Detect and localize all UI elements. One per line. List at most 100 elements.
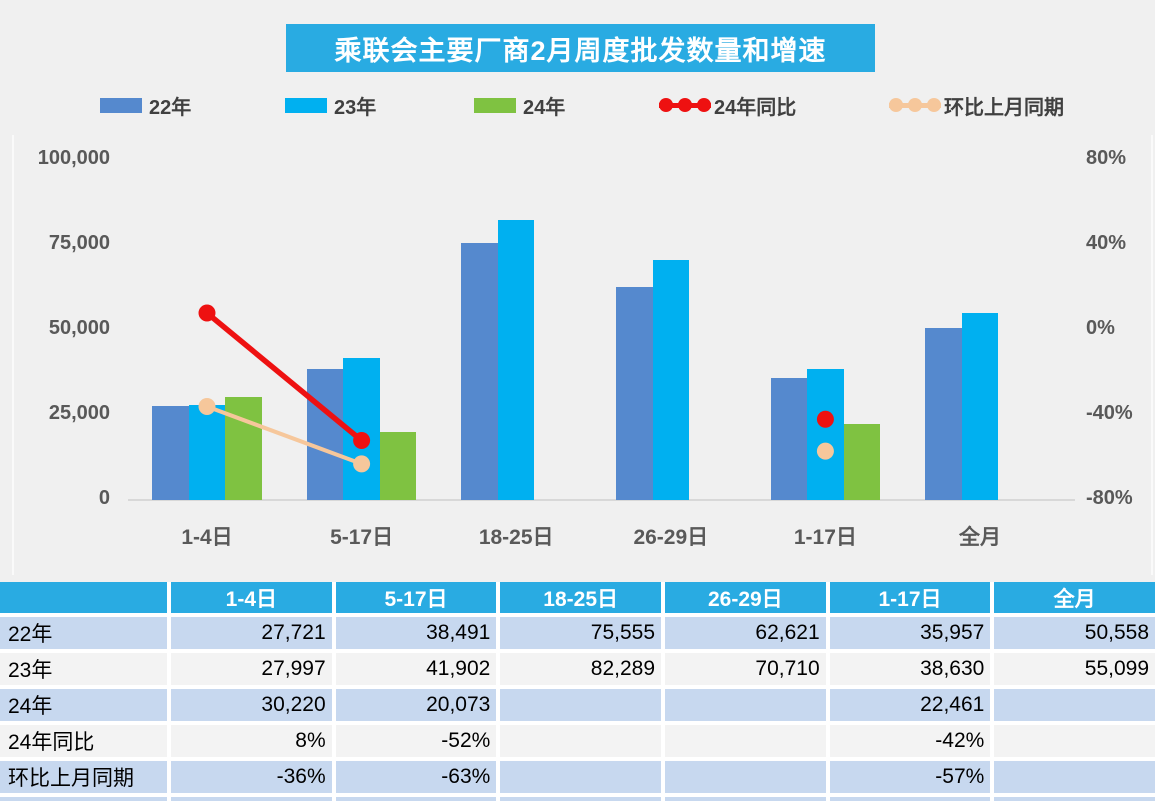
- table-cell-环比上月同期-1-17日: -57%: [829, 761, 991, 793]
- table-cell-22年-5-17日: 38,491: [335, 617, 497, 649]
- bar-23年-1-17日: [807, 368, 844, 500]
- chart-title: 乘联会主要厂商2月周度批发数量和增速: [286, 24, 875, 72]
- bar-22年-26-29日: [616, 287, 653, 500]
- table-cell-环比上月同期-18-25日: [500, 761, 661, 793]
- table-cell-23年-全月: 55,099: [994, 653, 1155, 685]
- table-cell-23年-1-4日: 27,997: [171, 653, 332, 685]
- left-axis-tick: 0: [98, 487, 110, 509]
- legend-swatch-icon: [285, 97, 327, 113]
- legend-line-marker-icon: [659, 97, 711, 113]
- bar-24年-5-17日: [379, 431, 417, 500]
- table-row-label-24年: 24年: [0, 689, 167, 721]
- table-cell-24年同比-18-25日: [500, 725, 661, 757]
- table-header-26-29日: 26-29日: [665, 582, 826, 613]
- table-cell-24年-5-17日: 20,073: [335, 689, 497, 721]
- right-axis-tick: -80%: [1086, 487, 1133, 509]
- legend-label: 24年: [523, 96, 566, 119]
- table-cell-24年-1-4日: 30,220: [171, 689, 332, 721]
- right-axis-tick: 0%: [1086, 317, 1115, 339]
- category-label-1-17日: 1-17日: [793, 526, 857, 549]
- table-cutoff-row-cell: [500, 797, 661, 801]
- legend-line-marker-icon: [889, 97, 941, 113]
- table-header-5-17日: 5-17日: [335, 582, 497, 613]
- table-cell-23年-1-17日: 38,630: [829, 653, 991, 685]
- table-cell-24年同比-1-17日: -42%: [829, 725, 991, 757]
- table-cell-23年-26-29日: 70,710: [665, 653, 826, 685]
- category-label-全月: 全月: [959, 526, 1001, 549]
- table-header-1-17日: 1-17日: [829, 582, 991, 613]
- legend-swatch-icon: [100, 97, 142, 113]
- left-axis-tick: 25,000: [48, 402, 110, 424]
- table-header-1-4日: 1-4日: [171, 582, 332, 613]
- bar-24年-1-17日: [843, 423, 881, 500]
- table-cell-24年同比-1-4日: 8%: [171, 725, 332, 757]
- table-row-label-环比上月同期: 环比上月同期: [0, 761, 167, 793]
- bar-22年-1-17日: [770, 377, 808, 500]
- legend-label: 23年: [334, 96, 377, 119]
- table-cell-23年-18-25日: 82,289: [500, 653, 661, 685]
- category-label-5-17日: 5-17日: [330, 526, 394, 549]
- table-cell-环比上月同期-26-29日: [665, 761, 826, 793]
- table-cell-24年-1-17日: 22,461: [829, 689, 991, 721]
- data-table: 1-4日 5-17日 18-25日 26-29日 1-17日 全月 22年 27,721 38,…: [0, 582, 1155, 801]
- table-row-label-22年: 22年: [0, 617, 167, 649]
- table-cell-22年-18-25日: 75,555: [500, 617, 661, 649]
- table-cell-环比上月同期-全月: [994, 761, 1155, 793]
- table-cell-24年-18-25日: [500, 689, 661, 721]
- legend-item-3: 24年: [474, 95, 565, 119]
- table-cell-22年-1-4日: 27,721: [171, 617, 332, 649]
- legend-item-2: 23年: [285, 95, 376, 119]
- table-cell-24年-26-29日: [665, 689, 826, 721]
- left-axis-tick: 50,000: [48, 317, 110, 339]
- table-cell-环比上月同期-5-17日: -63%: [335, 761, 497, 793]
- bar-23年-26-29日: [652, 259, 690, 500]
- bar-22年-18-25日: [461, 243, 498, 500]
- table-cutoff-row-cell: [829, 797, 991, 801]
- x-axis-baseline: [128, 499, 1075, 501]
- table-cell-环比上月同期-1-4日: -36%: [171, 761, 332, 793]
- category-label-26-29日: 26-29日: [633, 526, 709, 549]
- legend-label: 24年同比: [714, 96, 797, 119]
- table-header-18-25日: 18-25日: [500, 582, 661, 613]
- table-header-全月: 全月: [994, 582, 1155, 613]
- point-24年同比-1-4日: [198, 304, 216, 322]
- table-cutoff-row-cell: [171, 797, 332, 801]
- table-cell-24年同比-5-17日: -52%: [335, 725, 497, 757]
- table-cutoff-row-cell: [994, 797, 1155, 801]
- right-axis-tick: -40%: [1086, 402, 1133, 424]
- bar-22年-全月: [925, 328, 962, 500]
- legend-swatch-icon: [474, 97, 516, 113]
- table-cutoff-row-cell: [0, 797, 167, 801]
- table-cutoff-row-cell: [665, 797, 826, 801]
- category-label-1-4日: 1-4日: [181, 526, 233, 549]
- category-label-18-25日: 18-25日: [478, 526, 554, 549]
- bar-23年-全月: [961, 312, 999, 500]
- right-axis-tick: 40%: [1086, 232, 1127, 254]
- table-cell-24年同比-全月: [994, 725, 1155, 757]
- legend-item-4: 24年同比: [659, 95, 796, 119]
- bar-22年-1-4日: [152, 405, 189, 500]
- legend-label: 22年: [149, 96, 192, 119]
- table-cell-22年-1-17日: 35,957: [829, 617, 991, 649]
- table-row-label-23年: 23年: [0, 653, 167, 685]
- table-header-blank: [0, 582, 167, 613]
- legend-item-1: 22年: [100, 95, 191, 119]
- bar-22年-5-17日: [306, 369, 344, 500]
- left-axis-tick: 100,000: [37, 147, 110, 169]
- right-axis-tick: 80%: [1086, 147, 1127, 169]
- table-cell-24年-全月: [994, 689, 1155, 721]
- table-cell-23年-5-17日: 41,902: [335, 653, 497, 685]
- table-cell-22年-全月: 50,558: [994, 617, 1155, 649]
- left-axis-tick: 75,000: [48, 232, 110, 254]
- legend-item-5: 环比上月同期: [889, 95, 1064, 119]
- table-cutoff-row-cell: [335, 797, 497, 801]
- legend-label: 环比上月同期: [944, 96, 1064, 119]
- bar-24年-1-4日: [225, 397, 262, 500]
- bar-23年-18-25日: [497, 220, 535, 500]
- table-row-label-24年同比: 24年同比: [0, 725, 167, 757]
- table-cell-22年-26-29日: 62,621: [665, 617, 826, 649]
- chart-frame-left: [12, 135, 14, 575]
- chart-frame-right: [1151, 135, 1153, 575]
- bar-23年-1-4日: [188, 404, 226, 500]
